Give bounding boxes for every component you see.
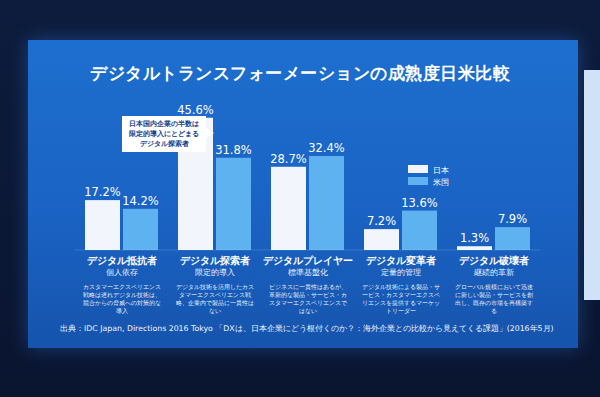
side-screen: [584, 70, 600, 300]
category-description: カスタマーエクスペリエンス戦略は遅れデジタル技術は、競合からの脅威への対策的な導…: [80, 283, 163, 315]
baseline: [75, 250, 540, 251]
bar: [457, 246, 492, 250]
callout-pointer: [206, 128, 214, 138]
bar: [216, 158, 251, 250]
bar: [123, 209, 158, 250]
data-label: 28.7%: [270, 152, 307, 166]
bar: [402, 211, 437, 250]
category-subtitle: 継続的革新: [447, 268, 540, 278]
data-label: 7.9%: [498, 212, 527, 226]
category-subtitle: 定量的管理: [354, 268, 447, 278]
legend-label: 米国: [433, 178, 449, 187]
stage: 17.2% 45.6% 28.7% 7.2% 1.3% 14.2% 31.8% 32.4% 13…: [0, 0, 600, 397]
legend-label: 日本: [433, 166, 449, 175]
bar: [364, 229, 399, 250]
category-label: デジタル探索者: [168, 255, 261, 268]
bar: [85, 200, 120, 250]
source: 出典：IDC Japan, Directions 2016 Tokyo 「DXは…: [60, 323, 550, 334]
data-label: 1.3%: [460, 231, 489, 245]
data-label: 7.2%: [367, 214, 396, 228]
data-label: 14.2%: [122, 194, 159, 208]
category-description: デジタル技術による製品・サービス・カスタマーエクスペリエンスを提供するマーケット…: [359, 283, 442, 315]
category-label: デジタルプレイヤー: [261, 255, 354, 268]
bar: [309, 156, 344, 250]
category-description: デジタル技術を活用したカスタマーエクスペリエンス戦略、企業内で製品に一貫性はない: [173, 283, 256, 315]
title: デジタルトランスフォーメーションの成熟度日米比較: [0, 62, 600, 85]
category-description: グローバル規模において迅速に新しい製品・サービスを創出し、既存の市場を再構築する: [452, 283, 535, 315]
data-label: 13.6%: [401, 196, 438, 210]
category-subtitle: 標準基盤化: [261, 268, 354, 278]
data-label: 32.4%: [308, 141, 345, 155]
legend-swatch: [408, 177, 428, 185]
bar: [271, 167, 306, 250]
category-label: デジタル破壊者: [447, 255, 540, 268]
category-subtitle: 限定的導入: [168, 268, 261, 278]
legend-swatch: [408, 165, 428, 173]
category-label: デジタル抵抗者: [75, 255, 168, 268]
bar: [495, 227, 530, 250]
callout: 日本国内企業の半数は限定的導入にとどまるデジタル探索者: [122, 116, 206, 152]
data-label: 17.2%: [84, 185, 121, 199]
category-subtitle: 個人依存: [75, 268, 168, 278]
chart-svg: 17.2% 45.6% 28.7% 7.2% 1.3% 14.2% 31.8% 32.4% 13…: [0, 0, 600, 397]
data-label: 45.6%: [177, 103, 214, 117]
data-label: 31.8%: [215, 143, 252, 157]
category-label: デジタル変革者: [354, 255, 447, 268]
category-description: ビジネスに一貫性はあるが、革新的な製品・サービス・カスタマーエクスペリエンスでは…: [266, 283, 349, 315]
